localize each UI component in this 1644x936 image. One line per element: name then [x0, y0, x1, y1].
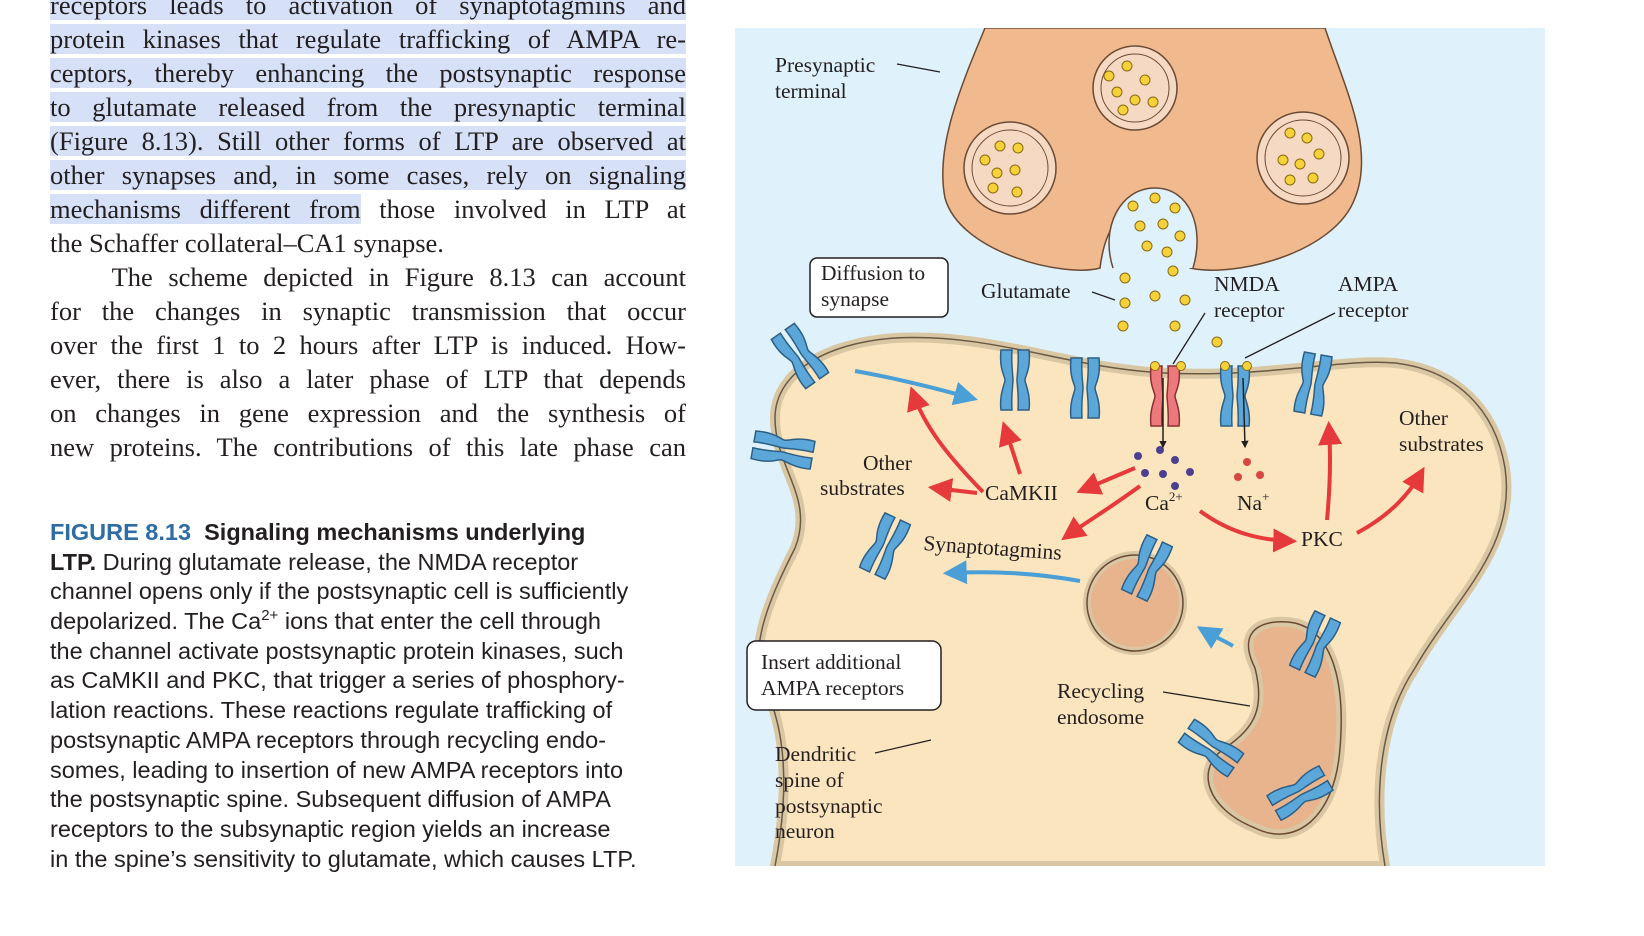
body-line: over the first 1 to 2 hours after LTP is…	[50, 330, 686, 360]
label-recycling: Recycling	[1057, 679, 1144, 703]
figure-svg: Presynaptic terminal Diffusion to synaps…	[735, 27, 1545, 871]
body-line: (Figure 8.13). Still other forms of LTP …	[50, 126, 686, 156]
trafficking-arrows	[854, 369, 1235, 649]
label-nmda-receptor: receptor	[1214, 298, 1284, 322]
vesicle	[1092, 45, 1178, 131]
body-line: The scheme depicted in Figure 8.13 can a…	[50, 262, 686, 292]
label-substrates-right: substrates	[1399, 432, 1484, 456]
caption-line: depolarized. The Ca2+ ions that enter th…	[50, 607, 601, 635]
label-insert: Insert additional	[761, 650, 901, 674]
caption-line: in the spine’s sensitivity to glutamate,…	[50, 845, 637, 872]
bound-glutamate	[1176, 361, 1186, 371]
insert-label-box	[746, 640, 942, 711]
label-terminal: terminal	[775, 79, 847, 103]
label-ampa-receptor: receptor	[1338, 298, 1408, 322]
bound-glutamate	[1220, 361, 1230, 371]
body-line: on changes in gene expression and the sy…	[50, 398, 686, 428]
ltp-signaling-figure: Presynaptic terminal Diffusion to synaps…	[735, 27, 1545, 871]
label-other-left: Other	[863, 451, 912, 475]
figure-caption: FIGURE 8.13 Signaling mechanisms underly…	[50, 518, 690, 874]
body-line: mechanisms different from those involved…	[50, 194, 686, 224]
leader-lines	[874, 63, 1336, 754]
caption-line: lation reactions. These reactions regula…	[50, 697, 613, 724]
body-line: ceptors, thereby enhancing the postsynap…	[50, 58, 686, 88]
spine-outline	[757, 336, 1508, 867]
label-glutamate: Glutamate	[981, 279, 1071, 303]
caption-line: FIGURE 8.13 Signaling mechanisms underly…	[50, 518, 690, 548]
body-line: new proteins. The contributions of this …	[50, 432, 686, 462]
label-calcium: Ca2+	[1145, 489, 1183, 515]
caption-line: somes, leading to insertion of new AMPA …	[50, 756, 624, 783]
sodium-influx-arrow	[1241, 377, 1249, 449]
bound-glutamate	[1242, 361, 1252, 371]
label-dendritic: Dendritic	[775, 742, 856, 766]
label-other-right: Other	[1399, 406, 1448, 430]
label-presynaptic: Presynaptic	[775, 53, 875, 77]
body-line: to glutamate released from the presynapt…	[50, 92, 686, 122]
glutamate-molecules	[1117, 265, 1223, 348]
label-diffusion: Diffusion to	[821, 261, 925, 285]
label-neuron: neuron	[775, 819, 835, 843]
label-camkii: CaMKII	[985, 481, 1058, 505]
fusing-vesicle	[1108, 187, 1198, 269]
label-endosome: endosome	[1057, 705, 1144, 729]
bound-glutamate	[1150, 361, 1160, 371]
label-ampa-receptors: AMPA receptors	[761, 676, 904, 700]
diffusion-label-box	[809, 257, 949, 318]
figure-number: FIGURE 8.13	[50, 519, 192, 545]
label-postsynaptic: postsynaptic	[775, 794, 883, 818]
label-nmda: NMDA	[1214, 272, 1280, 296]
calcium-ions	[1134, 446, 1194, 490]
body-line: ever, there is also a later phase of LTP…	[50, 364, 686, 394]
label-sodium: Na+	[1237, 489, 1269, 515]
caption-line: LTP. During glutamate release, the NMDA …	[50, 548, 579, 575]
caption-line: as CaMKII and PKC, that trigger a series…	[50, 667, 625, 694]
signaling-arrows	[907, 386, 1425, 553]
body-line: receptors leads to activation of synapto…	[50, 0, 686, 22]
body-line: for the changes in synaptic transmission…	[50, 296, 686, 326]
caption-line: postsynaptic AMPA receptors through recy…	[50, 726, 607, 753]
label-substrates-left: substrates	[820, 476, 905, 500]
caption-line: channel opens only if the postsynaptic c…	[50, 578, 629, 605]
vesicle	[963, 121, 1057, 215]
label-synapse: synapse	[821, 287, 889, 311]
body-line: the Schaffer collateral–CA1 synapse.	[50, 228, 444, 258]
transport-vesicle	[1083, 551, 1187, 655]
body-line: other synapses and, in some cases, rely …	[50, 160, 686, 190]
body-line: protein kinases that regulate traffickin…	[50, 24, 686, 54]
figure-title: Signaling mechanisms underlying	[204, 519, 586, 545]
vesicle	[1256, 111, 1350, 205]
caption-line: receptors to the subsynaptic region yiel…	[50, 815, 611, 842]
label-pkc: PKC	[1301, 527, 1343, 551]
figure-title-end: LTP.	[50, 548, 97, 575]
caption-line: the channel activate postsynaptic protei…	[50, 637, 624, 664]
sodium-ions	[1234, 458, 1264, 481]
caption-line: the postsynaptic spine. Subsequent diffu…	[50, 786, 611, 813]
label-spine-of: spine of	[775, 768, 845, 792]
label-ampa: AMPA	[1338, 272, 1399, 296]
